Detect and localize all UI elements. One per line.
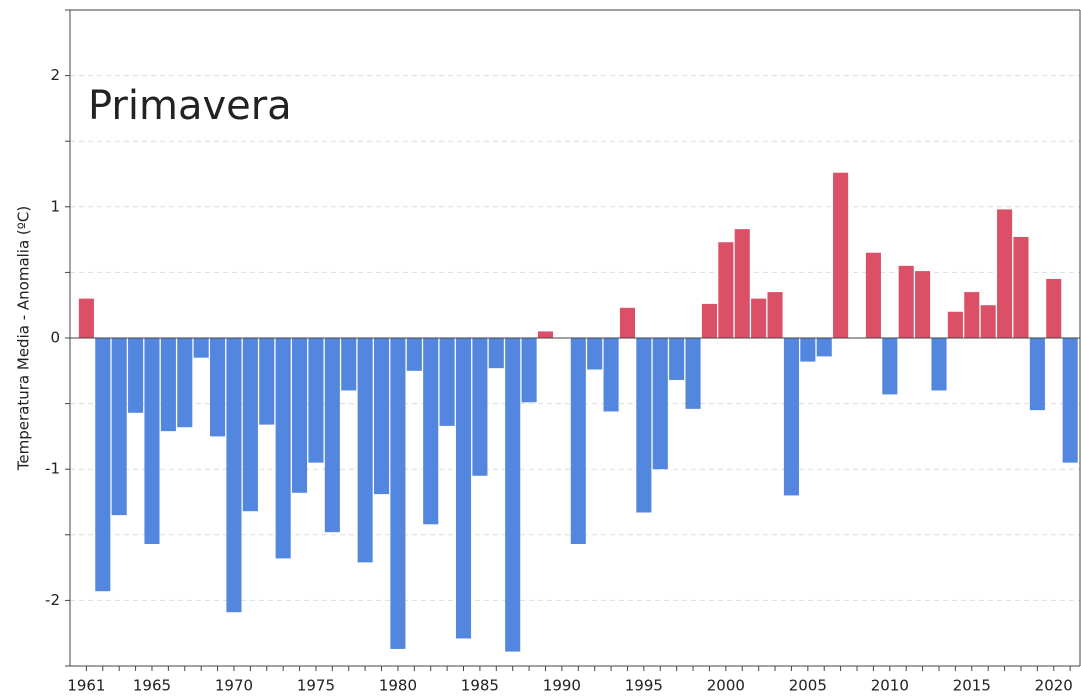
y-tick-label: 1 [50, 197, 60, 215]
bar [406, 338, 422, 371]
bar [390, 338, 406, 649]
bar [210, 338, 226, 437]
x-tick-label: 2015 [953, 677, 991, 695]
bar [95, 338, 111, 592]
bar [177, 338, 193, 428]
bar [685, 338, 701, 409]
bar [718, 242, 734, 338]
x-tick-label: 1980 [379, 677, 417, 695]
x-tick-label: 1975 [297, 677, 335, 695]
y-tick-label: -1 [45, 460, 60, 478]
x-tick-label: 1985 [461, 677, 499, 695]
bar [1029, 338, 1045, 411]
bar [1013, 236, 1029, 338]
bar [980, 305, 996, 338]
x-tick-label: 2020 [1035, 677, 1073, 695]
bar [931, 338, 947, 391]
bar [783, 338, 799, 496]
bar [144, 338, 160, 544]
bar [767, 292, 783, 338]
bar [78, 298, 94, 338]
bar [833, 172, 849, 338]
x-tick-label: 2000 [707, 677, 745, 695]
y-tick-label: 0 [50, 329, 60, 347]
bar [537, 331, 554, 338]
bar [111, 338, 127, 516]
bar [292, 338, 308, 493]
bar [997, 209, 1013, 338]
bar [324, 338, 340, 533]
x-tick-label: 2010 [871, 677, 909, 695]
y-tick-label: 2 [50, 66, 60, 84]
x-tick-label: 1965 [133, 677, 171, 695]
bar [816, 338, 832, 357]
bar [472, 338, 488, 476]
x-tick-label: 1995 [625, 677, 663, 695]
bar [439, 338, 455, 426]
bar [898, 265, 914, 338]
bar [587, 338, 603, 370]
bar [341, 338, 357, 391]
bar [652, 338, 668, 470]
bar [915, 271, 931, 338]
bar [1046, 278, 1062, 338]
x-tick-label: 2005 [789, 677, 827, 695]
y-tick-label: -2 [45, 591, 60, 609]
x-tick-label: 1990 [543, 677, 581, 695]
bar [619, 307, 636, 338]
bar [505, 338, 521, 652]
x-tick-label: 1970 [215, 677, 253, 695]
bar [275, 338, 291, 559]
bar [423, 338, 439, 525]
bar [947, 311, 963, 338]
bar [882, 338, 898, 395]
bar [669, 338, 685, 380]
bar [865, 252, 881, 338]
y-axis-label: Temperatura Media - Anomalia (ºC) [15, 206, 33, 471]
bar [800, 338, 816, 362]
bar [964, 292, 980, 338]
bar [128, 338, 144, 413]
bar [751, 298, 767, 338]
x-tick-label: 1961 [67, 677, 105, 695]
bar [1062, 338, 1078, 463]
bar [308, 338, 324, 463]
bar [603, 338, 619, 412]
bar [226, 338, 242, 613]
bar [160, 338, 176, 432]
bar [570, 338, 586, 544]
chart-title: Primavera [88, 83, 292, 129]
bar [521, 338, 537, 403]
bar [242, 338, 258, 512]
bar [357, 338, 373, 563]
bar [193, 338, 209, 358]
bar [259, 338, 275, 425]
bar [701, 303, 717, 338]
bar [734, 229, 750, 338]
bar [488, 338, 504, 369]
bar [636, 338, 652, 513]
bar [455, 338, 472, 639]
bar [373, 338, 390, 495]
